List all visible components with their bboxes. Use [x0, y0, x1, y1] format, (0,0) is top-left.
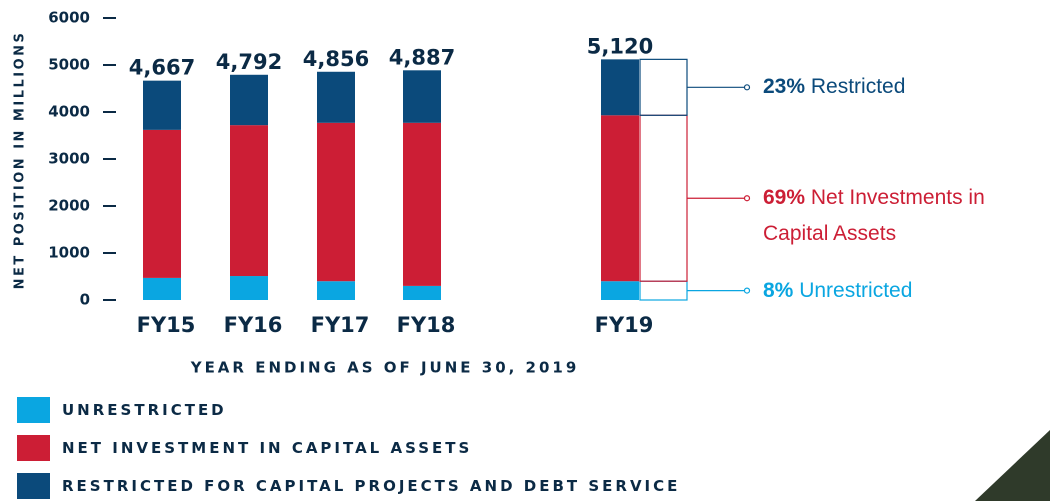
bar-segment — [230, 276, 268, 300]
legend-swatch — [17, 473, 50, 499]
total-label: 4,887 — [389, 45, 455, 69]
legend-swatch — [17, 435, 50, 461]
x-tick-label: FY19 — [595, 313, 654, 337]
y-tick-label: 1000 — [48, 244, 90, 262]
breakdown-box — [639, 58, 688, 116]
bar-segment — [403, 70, 441, 123]
total-label: 5,120 — [587, 34, 653, 58]
legend-label: NET INVESTMENT IN CAPITAL ASSETS — [62, 439, 473, 457]
annotation: 69% Net Investments in Capital Assets — [763, 180, 1050, 252]
x-tick-label: FY18 — [397, 313, 456, 337]
breakdown-box — [639, 280, 688, 301]
bar-segment — [230, 125, 268, 277]
annotation-text: Net Investments in Capital Assets — [763, 186, 985, 246]
legend-label: UNRESTRICTED — [62, 401, 227, 419]
bar-segment — [601, 281, 639, 300]
total-label: 4,667 — [129, 56, 195, 80]
bar-segment — [601, 59, 639, 116]
decor — [975, 430, 1050, 501]
y-tick-label: 3000 — [48, 150, 90, 168]
bar-segment — [403, 285, 441, 300]
x-tick-label: FY17 — [311, 313, 370, 337]
annotation-pct: 8% — [763, 278, 794, 302]
bar-segment — [317, 122, 355, 282]
bar-segment — [317, 71, 355, 123]
total-label: 4,856 — [303, 47, 369, 71]
annotation-text: Unrestricted — [799, 278, 913, 302]
connector-dot — [743, 195, 751, 202]
annotation-pct: 69% — [763, 186, 806, 210]
x-axis-title: YEAR ENDING AS OF JUNE 30, 2019 — [190, 359, 580, 377]
bar-segment — [403, 122, 441, 286]
y-tick-label: 6000 — [48, 9, 90, 27]
y-tick-label: 4000 — [48, 103, 90, 121]
total-label: 4,792 — [216, 50, 282, 74]
x-tick-label: FY16 — [224, 313, 283, 337]
legend-label: RESTRICTED FOR CAPITAL PROJECTS AND DEBT… — [62, 477, 681, 495]
breakdown-box — [639, 114, 688, 282]
y-tick-label: 5000 — [48, 56, 90, 74]
annotation-pct: 23% — [763, 75, 806, 99]
bar-segment — [143, 80, 181, 130]
bar-segment — [317, 281, 355, 300]
bar-segment — [230, 74, 268, 126]
annotation: 23% Restricted — [763, 69, 1050, 105]
bar-segment — [601, 115, 639, 282]
x-tick-label: FY15 — [137, 313, 196, 337]
bar-segment — [143, 277, 181, 300]
connector-dot — [743, 84, 751, 91]
y-tick-label: 2000 — [48, 197, 90, 215]
annotation: 8% Unrestricted — [763, 273, 1050, 309]
legend-swatch — [17, 397, 50, 423]
connector-dot — [743, 287, 751, 294]
bar-segment — [143, 129, 181, 278]
y-tick-label: 0 — [80, 291, 90, 309]
y-axis-title: NET POSITION IN MILLIONS — [13, 31, 28, 290]
annotation-text: Restricted — [810, 75, 906, 99]
